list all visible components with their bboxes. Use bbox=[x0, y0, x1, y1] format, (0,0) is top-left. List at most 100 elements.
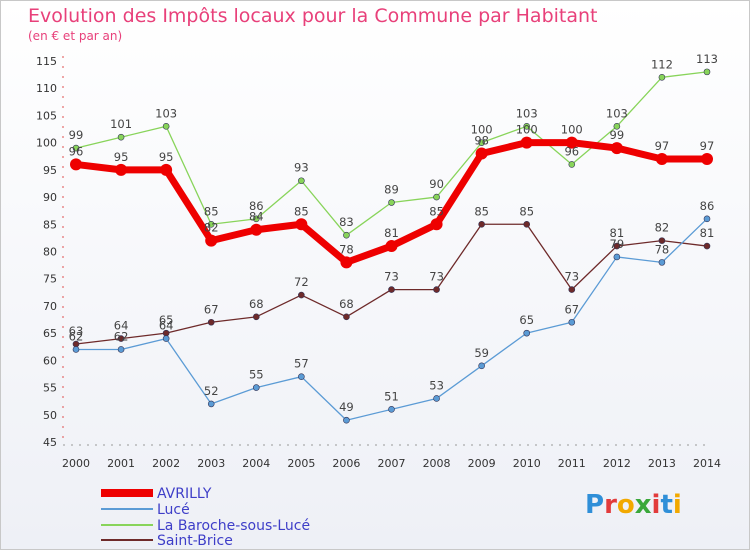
data-label: 100 bbox=[471, 123, 493, 137]
data-label: 65 bbox=[159, 313, 174, 327]
data-label: 95 bbox=[114, 150, 129, 164]
data-point bbox=[478, 139, 485, 146]
data-label: 86 bbox=[700, 199, 715, 213]
y-tick-label: 105 bbox=[36, 109, 57, 122]
data-label: 81 bbox=[384, 226, 399, 240]
data-label: 85 bbox=[204, 204, 219, 218]
data-point bbox=[478, 220, 485, 228]
data-point bbox=[568, 318, 576, 326]
logo-letter: i bbox=[651, 490, 661, 520]
proxiti-logo: Proxiti bbox=[585, 490, 682, 520]
data-label: 57 bbox=[294, 357, 309, 371]
data-point bbox=[520, 136, 533, 149]
data-label: 103 bbox=[155, 106, 177, 120]
data-label: 78 bbox=[655, 242, 670, 256]
x-tick-label: 2008 bbox=[423, 457, 451, 470]
data-label: 82 bbox=[204, 221, 219, 235]
x-tick-label: 2012 bbox=[603, 457, 631, 470]
y-tick-label: 100 bbox=[36, 137, 57, 150]
x-tick-label: 2001 bbox=[107, 457, 135, 470]
data-point bbox=[162, 123, 170, 130]
data-point bbox=[478, 362, 485, 370]
logo-letter: i bbox=[672, 490, 682, 520]
data-point bbox=[160, 163, 173, 176]
data-point bbox=[475, 147, 488, 160]
y-tick-label: 45 bbox=[43, 436, 57, 449]
data-label: 73 bbox=[564, 270, 579, 284]
data-label: 85 bbox=[474, 204, 489, 218]
data-label: 73 bbox=[429, 270, 444, 284]
data-point bbox=[430, 218, 443, 231]
data-point bbox=[72, 346, 80, 353]
x-tick-label: 2000 bbox=[62, 457, 90, 470]
y-tick-label: 70 bbox=[43, 300, 57, 313]
y-tick-label: 90 bbox=[43, 191, 57, 204]
y-tick-label: 65 bbox=[43, 327, 57, 340]
data-point bbox=[433, 286, 440, 293]
logo-letter: o bbox=[616, 490, 635, 520]
data-label: 100 bbox=[561, 123, 583, 137]
data-label: 62 bbox=[114, 329, 129, 343]
data-point bbox=[72, 144, 80, 152]
data-label: 83 bbox=[339, 215, 354, 229]
data-point bbox=[343, 416, 350, 424]
x-tick-label: 2014 bbox=[693, 457, 721, 470]
logo-letter: r bbox=[604, 490, 617, 520]
data-point bbox=[613, 242, 621, 250]
data-point bbox=[658, 74, 666, 81]
data-label: 53 bbox=[429, 378, 444, 392]
data-label: 72 bbox=[294, 275, 309, 289]
data-label: 67 bbox=[564, 302, 579, 316]
data-label: 68 bbox=[249, 297, 264, 311]
data-label: 67 bbox=[204, 302, 219, 316]
data-label: 99 bbox=[610, 128, 625, 142]
x-tick-label: 2010 bbox=[513, 457, 541, 470]
data-point bbox=[298, 291, 305, 299]
y-tick-label: 80 bbox=[43, 246, 57, 259]
data-label: 99 bbox=[69, 128, 84, 142]
data-point bbox=[117, 346, 125, 353]
data-label: 90 bbox=[429, 177, 444, 191]
data-label: 103 bbox=[606, 106, 628, 120]
data-point bbox=[433, 193, 440, 201]
data-label: 65 bbox=[519, 313, 534, 327]
x-tick-label: 2013 bbox=[648, 457, 676, 470]
x-tick-label: 2007 bbox=[378, 457, 406, 470]
data-point bbox=[568, 161, 576, 168]
data-point bbox=[523, 329, 531, 337]
data-label: 68 bbox=[339, 297, 354, 311]
data-label: 73 bbox=[384, 270, 399, 284]
data-point bbox=[252, 384, 260, 391]
data-label: 63 bbox=[69, 324, 84, 338]
data-label: 98 bbox=[474, 134, 489, 148]
data-point bbox=[568, 286, 576, 293]
data-point bbox=[703, 242, 711, 250]
data-point bbox=[701, 152, 713, 165]
logo-letter: x bbox=[634, 490, 652, 520]
data-point bbox=[388, 406, 395, 413]
data-label: 96 bbox=[69, 144, 84, 158]
logo-letter: P bbox=[585, 490, 605, 520]
data-point bbox=[613, 253, 621, 261]
data-label: 103 bbox=[516, 106, 538, 120]
data-point bbox=[388, 286, 395, 293]
data-label: 100 bbox=[516, 123, 538, 137]
data-label: 59 bbox=[474, 346, 489, 360]
y-tick-label: 60 bbox=[43, 354, 57, 367]
x-tick-label: 2011 bbox=[558, 457, 586, 470]
data-point bbox=[343, 231, 350, 239]
chart-title: Evolution des Impôts locaux pour la Comm… bbox=[28, 5, 598, 27]
data-point bbox=[610, 142, 623, 155]
data-label: 64 bbox=[114, 319, 129, 333]
y-tick-label: 50 bbox=[43, 409, 57, 422]
data-point bbox=[343, 313, 350, 321]
data-label: 101 bbox=[110, 117, 132, 131]
data-point bbox=[655, 152, 668, 165]
x-tick-label: 2003 bbox=[197, 457, 225, 470]
data-label: 81 bbox=[610, 226, 625, 240]
data-label: 97 bbox=[655, 139, 670, 153]
